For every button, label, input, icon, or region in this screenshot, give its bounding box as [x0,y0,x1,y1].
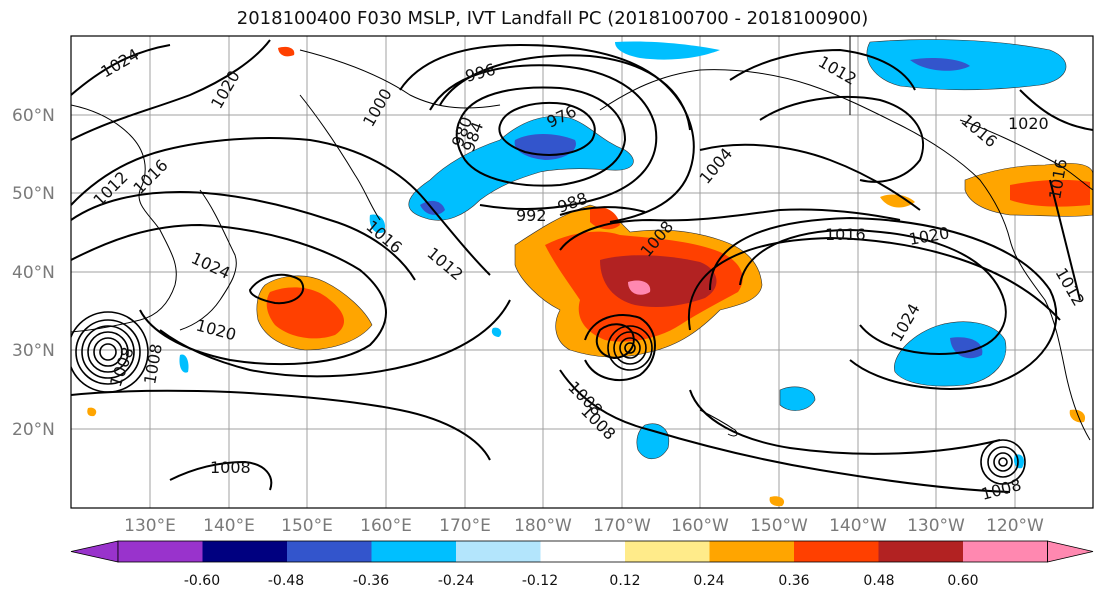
colorbar-segment [794,541,879,562]
isobar-label: 1016 [825,225,866,244]
colorbar-tick-label: 0.24 [693,573,724,589]
lon-label: 130°W [907,516,965,536]
lon-label: 160°W [671,516,729,536]
colorbar-tick-label: -0.60 [184,573,220,589]
colorbar-tick-label: -0.12 [522,573,558,589]
lon-label: 120°W [986,516,1044,536]
ivt-positive-regions [87,46,1093,507]
colorbar-segment [709,541,795,562]
lon-label: 150°W [750,516,808,536]
lon-axis: 130°E 140°E 150°E 160°E 170°E 180°W 170°… [124,516,1044,536]
lat-axis: 60°N 50°N 40°N 30°N 20°N [12,106,55,440]
colorbar-tick-label: -0.36 [353,573,389,589]
colorbar-tick-label: 0.48 [863,573,894,589]
colorbar-segment [202,541,288,562]
colorbar-segment [118,541,203,562]
colorbar-tick-label: 0.60 [947,573,978,589]
lon-label: 130°E [124,516,176,536]
colorbar-extend-max [1047,540,1094,563]
colorbar-segment [371,541,457,562]
cyclone-east [980,439,1026,485]
lon-label: 140°W [829,516,887,536]
coastlines [71,36,1093,441]
colorbar [70,540,1094,563]
colorbar-extend-min [70,540,119,563]
isobar-label: 1020 [1008,114,1049,133]
cyclone-central [607,325,653,371]
lon-label: 170°W [593,516,651,536]
cyclone-west [71,311,149,393]
lon-label: 170°E [439,516,491,536]
lat-label: 60°N [12,106,55,126]
colorbar-segment [540,541,626,562]
colorbar-segment [963,541,1048,562]
map-frame [70,35,1094,509]
grid-lines [71,36,1093,508]
colorbar-segment [287,541,372,562]
colorbar-tick-labels: -0.60 -0.48 -0.36 -0.24 -0.12 0.12 0.24 … [184,573,979,589]
colorbar-segment [625,541,710,562]
isobars [71,39,1093,493]
ivt-negative-regions [179,39,1067,469]
colorbar-frame [117,540,1048,563]
colorbar-segment [878,541,964,562]
colorbar-tick-label: 0.36 [778,573,809,589]
lon-label: 150°E [281,516,333,536]
colorbar-segment [456,541,541,562]
colorbar-tick-label: -0.48 [268,573,304,589]
lon-label: 180°W [514,516,572,536]
isobar-label: 992 [516,206,547,225]
lon-label: 140°E [203,516,255,536]
isobar-label: 1008 [210,458,251,477]
lat-label: 20°N [12,420,55,440]
map-title: 2018100400 F030 MSLP, IVT Landfall PC (2… [236,8,869,29]
colorbar-tick-label: 0.12 [609,573,640,589]
colorbar-tick-label: -0.24 [438,573,474,589]
lon-label: 160°E [360,516,412,536]
lat-label: 30°N [12,341,55,361]
lat-label: 40°N [12,263,55,283]
lat-label: 50°N [12,184,55,204]
